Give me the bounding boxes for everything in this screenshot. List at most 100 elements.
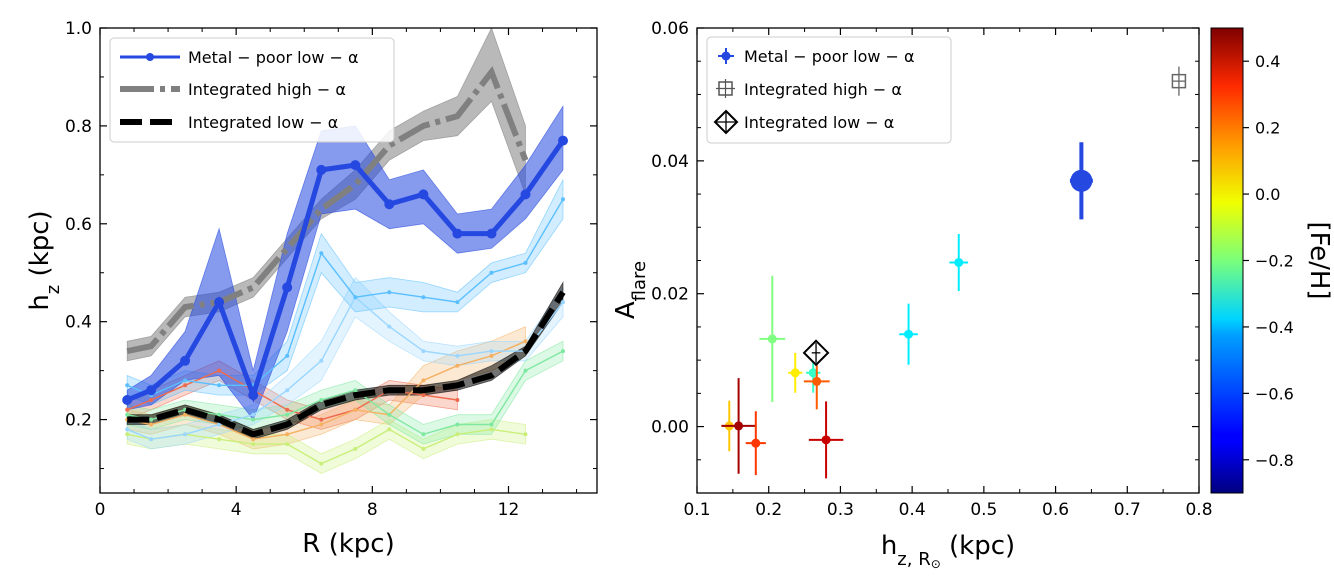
legend-label-low-alpha: Integrated low − α bbox=[188, 113, 338, 132]
scatter-point bbox=[767, 334, 777, 344]
line-series-1 bbox=[126, 66, 529, 355]
x-tick-label-right: 0.1 bbox=[683, 500, 710, 520]
high-alpha-marker bbox=[1171, 73, 1187, 89]
legend-box-right bbox=[706, 36, 952, 144]
x-tick-label-right: 0.5 bbox=[970, 500, 997, 520]
point-series-4 bbox=[125, 427, 130, 432]
point-series-0 bbox=[180, 355, 191, 366]
y-axis-label-left: hz (kpc) bbox=[25, 210, 64, 310]
point-series-4 bbox=[285, 388, 290, 393]
point-series-4 bbox=[561, 300, 565, 305]
point-series-4 bbox=[251, 412, 256, 417]
axis-ticks-left: 0 4 8 12 0.2 0.4 0.6 0.8 1.0 bbox=[65, 19, 597, 520]
line-series-3 bbox=[126, 198, 564, 396]
point-series-4 bbox=[183, 432, 188, 437]
point-series-4 bbox=[489, 349, 494, 354]
point-series-0 bbox=[520, 189, 531, 200]
colorbar-label: [Fe/H] bbox=[1304, 221, 1334, 299]
point-series-7 bbox=[251, 437, 256, 442]
point-series-8 bbox=[455, 398, 460, 402]
point-series-5 bbox=[421, 432, 426, 437]
point-series-7 bbox=[421, 378, 426, 383]
panel-right: 0.1 0.2 0.3 0.4 0.5 0.6 0.7 0.8 0.00 0.02 0.04 0.06… bbox=[611, 19, 1213, 571]
point-series-6 bbox=[217, 437, 222, 442]
point-series-8 bbox=[319, 417, 324, 422]
plot-frame-left bbox=[99, 27, 598, 494]
colorbar: 0.4 0.2 0.0 −0.2 −0.4 −0.6 −0.8 [Fe/H] bbox=[1210, 27, 1334, 494]
point-series-3 bbox=[183, 378, 188, 383]
point-series-3 bbox=[125, 383, 130, 388]
scatter-point bbox=[821, 435, 831, 445]
point-series-5 bbox=[387, 412, 392, 417]
point-series-5 bbox=[149, 417, 154, 422]
point-series-4 bbox=[387, 324, 392, 329]
legend-label-metal-poor: Metal − poor low − α bbox=[188, 48, 359, 67]
x-tick-label-right: 0.4 bbox=[899, 500, 926, 520]
series-lines bbox=[122, 66, 568, 466]
point-series-7 bbox=[183, 412, 188, 417]
colorbar-ticks: 0.4 0.2 0.0 −0.2 −0.4 −0.6 −0.8 bbox=[1243, 52, 1294, 470]
point-series-6 bbox=[387, 427, 392, 432]
legend-left: Metal − poor low − α Integrated high − α… bbox=[109, 37, 395, 143]
line-series-0 bbox=[126, 139, 566, 403]
point-series-3 bbox=[421, 295, 426, 300]
colorbar-tick-label: 0.0 bbox=[1255, 185, 1280, 204]
point-series-8 bbox=[149, 398, 154, 402]
y-tick-label-left: 0.2 bbox=[65, 411, 92, 431]
x-tick-label-right: 0.3 bbox=[827, 500, 854, 520]
point-series-7 bbox=[455, 363, 460, 368]
point-series-7 bbox=[319, 422, 324, 427]
point-series-4 bbox=[217, 422, 222, 427]
line-series-2 bbox=[127, 290, 566, 438]
point-series-0 bbox=[558, 135, 568, 146]
point-series-3 bbox=[561, 197, 565, 202]
point-series-0 bbox=[418, 189, 429, 200]
point-series-8 bbox=[285, 407, 290, 412]
x-axis-label-right: hz, R⊙ (kpc) bbox=[881, 531, 1015, 571]
point-series-3 bbox=[319, 251, 324, 256]
point-series-8 bbox=[125, 407, 130, 412]
point-series-6 bbox=[251, 442, 256, 447]
axis-ticks-right: 0.1 0.2 0.3 0.4 0.5 0.6 0.7 0.8 0.00 0.02 0.04 0.06 bbox=[651, 19, 1212, 520]
point-series-5 bbox=[217, 412, 222, 417]
y-tick-label-left: 1.0 bbox=[65, 19, 92, 39]
point-series-3 bbox=[489, 270, 494, 275]
x-tick-label-left: 12 bbox=[498, 500, 520, 520]
point-series-8 bbox=[183, 383, 188, 388]
x-tick-label-right: 0.2 bbox=[755, 500, 782, 520]
scatter-point bbox=[734, 421, 744, 431]
point-series-0 bbox=[350, 160, 361, 171]
point-series-5 bbox=[523, 368, 528, 373]
point-series-5 bbox=[125, 412, 130, 417]
legend-label-high-alpha: Integrated high − α bbox=[188, 80, 346, 99]
point-series-0 bbox=[384, 199, 395, 210]
point-series-0 bbox=[248, 390, 259, 401]
x-tick-label-right: 0.8 bbox=[1185, 500, 1212, 520]
legend-box-left bbox=[109, 37, 395, 143]
colorbar-tick-label: −0.4 bbox=[1255, 318, 1294, 337]
point-series-6 bbox=[285, 442, 290, 447]
point-series-4 bbox=[421, 349, 426, 354]
point-series-5 bbox=[251, 417, 256, 422]
scatter-point bbox=[808, 368, 818, 378]
legend-label-high-alpha-right: Integrated high − α bbox=[744, 80, 902, 99]
y-tick-label-right: 0.00 bbox=[651, 418, 689, 438]
scatter-point bbox=[1070, 169, 1093, 192]
x-tick-label-right: 0.6 bbox=[1042, 500, 1069, 520]
y-tick-label-right: 0.04 bbox=[651, 152, 689, 172]
point-series-5 bbox=[285, 412, 290, 417]
scatter-point bbox=[751, 438, 761, 448]
band-series-0 bbox=[126, 104, 564, 421]
point-series-7 bbox=[523, 339, 528, 344]
legend-marker-metal-poor-right bbox=[721, 51, 731, 61]
point-series-3 bbox=[455, 300, 460, 305]
point-series-8 bbox=[421, 393, 426, 398]
y-axis-label-right: Aflare bbox=[611, 261, 650, 319]
point-series-0 bbox=[282, 282, 293, 293]
panel-left: 0 4 8 12 0.2 0.4 0.6 0.8 1.0 R (kpc) hz (kpc) Me… bbox=[25, 19, 598, 559]
colorbar-tick-label: −0.2 bbox=[1255, 252, 1294, 271]
point-series-6 bbox=[455, 432, 460, 437]
point-series-5 bbox=[489, 422, 494, 427]
y-tick-label-right: 0.06 bbox=[651, 19, 689, 39]
point-series-5 bbox=[319, 398, 324, 402]
